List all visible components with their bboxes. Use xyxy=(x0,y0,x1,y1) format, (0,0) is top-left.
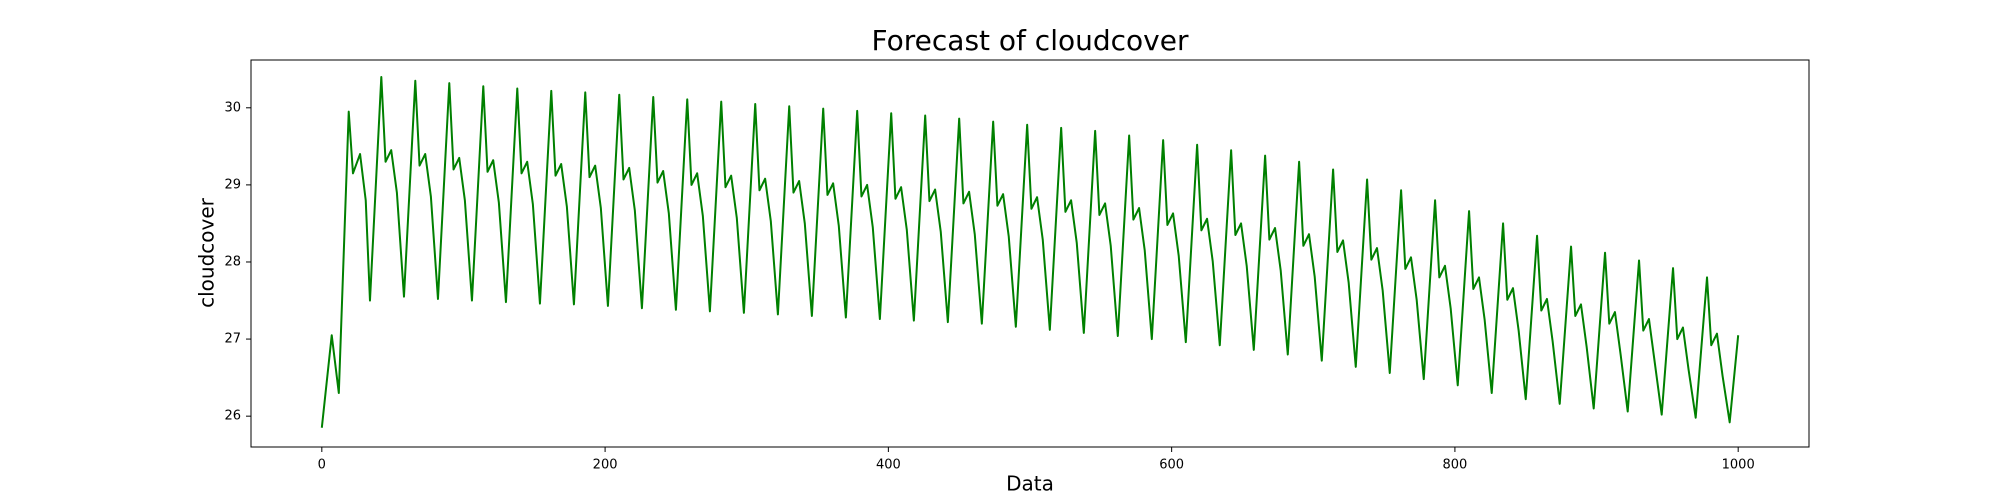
x-axis-label: Data xyxy=(1006,472,1054,496)
chart-title: Forecast of cloudcover xyxy=(872,24,1189,57)
y-tick-label: 26 xyxy=(224,409,241,424)
x-tick-label: 1000 xyxy=(1722,458,1755,473)
x-tick-label: 600 xyxy=(1159,458,1184,473)
x-tick-label: 0 xyxy=(318,458,326,473)
x-tick-label: 400 xyxy=(876,458,901,473)
x-tick-label: 200 xyxy=(593,458,618,473)
y-tick-label: 27 xyxy=(224,332,241,347)
y-axis-label: cloudcover xyxy=(195,197,219,308)
y-tick-label: 30 xyxy=(224,100,241,115)
plot-frame xyxy=(250,59,1810,448)
x-tick-label: 800 xyxy=(1442,458,1467,473)
y-tick-label: 28 xyxy=(224,254,241,269)
line-series xyxy=(320,75,1740,428)
y-tick-label: 29 xyxy=(224,177,241,192)
